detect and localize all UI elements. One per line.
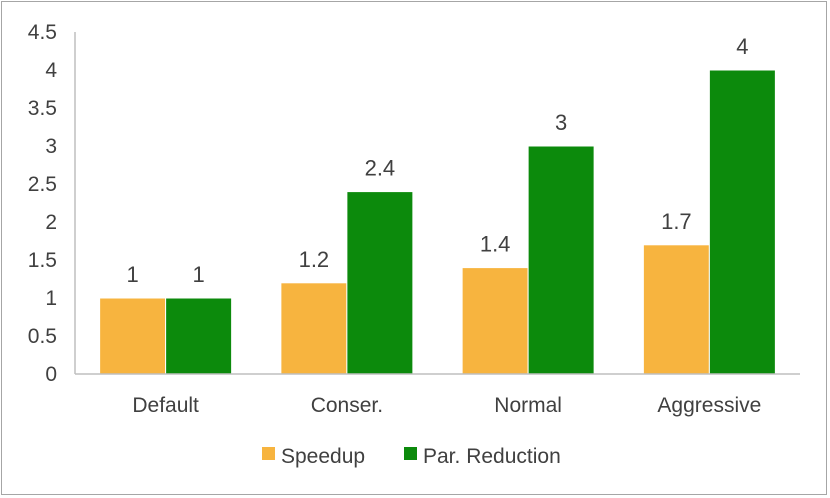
legend: Speedup Par. Reduction	[262, 445, 561, 468]
y-tick-label: 4.5	[28, 21, 57, 44]
y-tick-label: 1.5	[28, 249, 57, 272]
x-category-label: Default	[132, 394, 199, 417]
data-label: 1.2	[299, 247, 330, 272]
y-tick-label: 2	[45, 211, 57, 234]
bar-par-reduction-default	[165, 297, 233, 375]
bar-speedup-aggressive	[642, 244, 710, 375]
legend-label: Par. Reduction	[423, 445, 561, 468]
x-category-label: Aggressive	[657, 394, 761, 417]
data-label: 1	[127, 262, 139, 287]
bar-speedup-conser	[280, 282, 348, 375]
y-tick-label: 4	[45, 59, 57, 82]
data-label: 3	[555, 110, 567, 135]
bar-par-reduction-normal	[527, 145, 595, 375]
data-label: 1.7	[661, 209, 692, 234]
bars	[99, 69, 776, 375]
x-category-label: Normal	[494, 394, 562, 417]
y-tick-label: 2.5	[28, 173, 57, 196]
x-category-label: Conser.	[311, 394, 383, 417]
bar-speedup-normal	[461, 267, 529, 375]
y-tick-label: 3	[45, 135, 57, 158]
bar-speedup-default	[99, 297, 167, 375]
data-label: 1	[193, 262, 205, 287]
y-tick-label: 0	[45, 363, 57, 386]
data-labels: 1 1 1.2 2.4 1.4 3 1.7 4	[127, 34, 749, 287]
legend-swatch	[404, 447, 417, 460]
y-tick-label: 0.5	[28, 325, 57, 348]
y-tick-label: 3.5	[28, 97, 57, 120]
legend-swatch	[262, 447, 275, 460]
bar-par-reduction-conser	[346, 191, 414, 375]
data-label: 1.4	[480, 232, 511, 257]
data-label: 4	[736, 34, 748, 59]
y-axis-ticks: 0 0.5 1 1.5 2 2.5 3 3.5 4 4.5	[28, 21, 58, 386]
y-tick-label: 1	[45, 287, 57, 310]
bar-par-reduction-aggressive	[708, 69, 776, 375]
data-label: 2.4	[365, 156, 396, 181]
x-axis-categories: Default Conser. Normal Aggressive	[132, 394, 761, 417]
legend-label: Speedup	[281, 445, 365, 468]
